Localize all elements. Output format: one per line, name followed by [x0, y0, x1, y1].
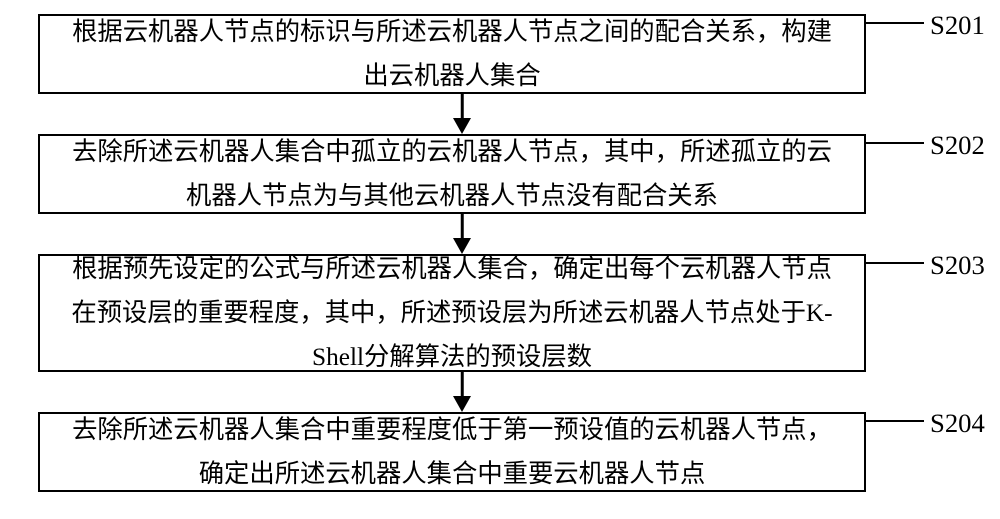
step-box-s203: 根据预先设定的公式与所述云机器人集合，确定出每个云机器人节点在预设层的重要程度，… — [38, 254, 866, 372]
step-box-s204: 去除所述云机器人集合中重要程度低于第一预设值的云机器人节点，确定出所述云机器人集… — [38, 412, 866, 492]
step-text: 去除所述云机器人集合中孤立的云机器人节点，其中，所述孤立的云机器人节点为与其他云… — [64, 130, 840, 219]
arrow-s201-s202 — [452, 94, 472, 134]
step-text: 根据预先设定的公式与所述云机器人集合，确定出每个云机器人节点在预设层的重要程度，… — [64, 247, 840, 380]
leader-s201 — [866, 22, 924, 24]
step-label-s204: S204 — [930, 408, 985, 439]
leader-s203 — [866, 262, 924, 264]
arrow-s203-s204 — [452, 372, 472, 412]
leader-s204 — [866, 420, 924, 422]
flowchart-canvas: 根据云机器人节点的标识与所述云机器人节点之间的配合关系，构建出云机器人集合 S2… — [0, 0, 1000, 519]
arrow-shaft — [461, 372, 464, 398]
step-label-s203: S203 — [930, 250, 985, 281]
step-label-s202: S202 — [930, 130, 985, 161]
arrow-shaft — [461, 214, 464, 240]
arrow-shaft — [461, 94, 464, 120]
step-box-s201: 根据云机器人节点的标识与所述云机器人节点之间的配合关系，构建出云机器人集合 — [38, 14, 866, 94]
leader-s202 — [866, 142, 924, 144]
step-box-s202: 去除所述云机器人集合中孤立的云机器人节点，其中，所述孤立的云机器人节点为与其他云… — [38, 134, 866, 214]
step-text: 根据云机器人节点的标识与所述云机器人节点之间的配合关系，构建出云机器人集合 — [64, 10, 840, 99]
step-label-s201: S201 — [930, 10, 985, 41]
step-text: 去除所述云机器人集合中重要程度低于第一预设值的云机器人节点，确定出所述云机器人集… — [64, 408, 840, 497]
